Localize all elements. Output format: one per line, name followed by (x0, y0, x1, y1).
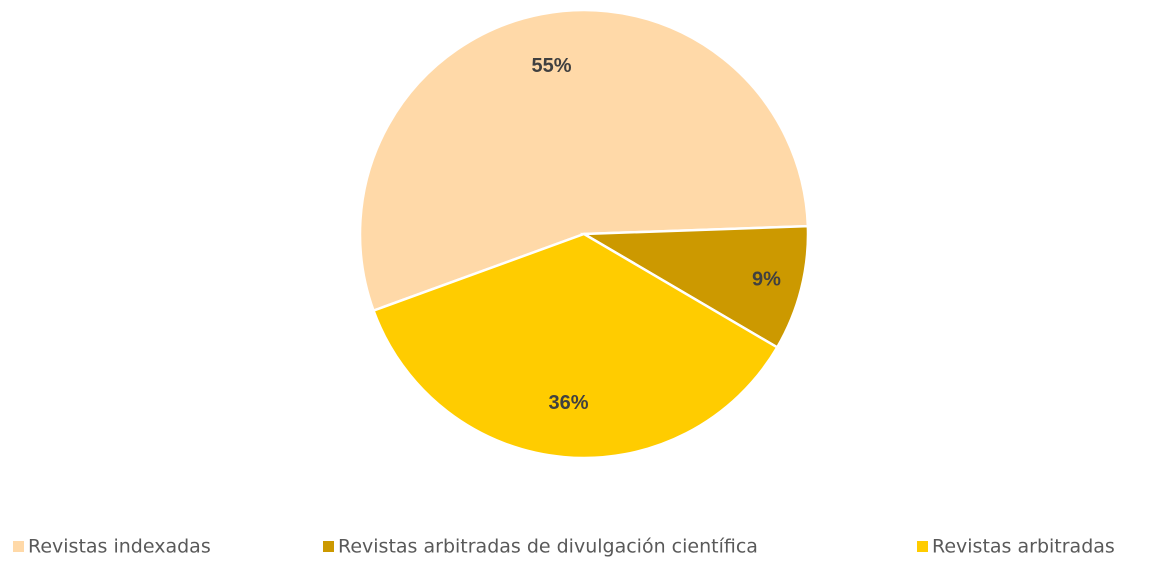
data-label: 9% (752, 268, 781, 290)
legend-swatch (323, 541, 334, 552)
pie-slice (358, 8, 810, 313)
pie-slice (579, 224, 810, 350)
legend-swatch (917, 541, 928, 552)
data-label: 36% (549, 392, 589, 414)
data-label: 55% (532, 55, 572, 77)
pie-slice (371, 232, 779, 460)
legend-label: Revistas arbitradas de divulgación cient… (338, 536, 758, 558)
legend-label: Revistas indexadas (28, 536, 211, 558)
legend-label: Revistas arbitradas (932, 536, 1115, 558)
legend-swatch (13, 541, 24, 552)
